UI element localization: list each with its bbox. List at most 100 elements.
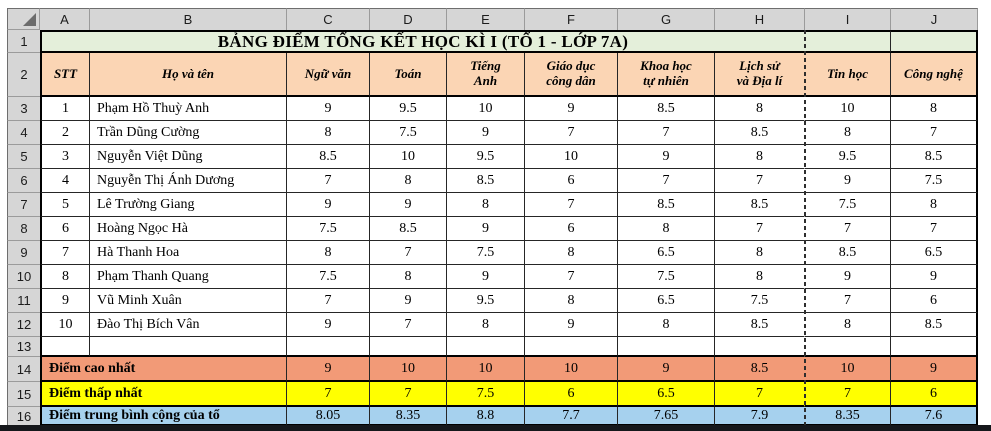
cell-D14[interactable]: 10: [370, 357, 447, 382]
cell-H10[interactable]: 8: [715, 265, 805, 289]
cell-C11[interactable]: 7: [287, 289, 370, 313]
cell-J1[interactable]: [891, 30, 978, 53]
cell-F8[interactable]: 6: [525, 217, 618, 241]
cell-E4[interactable]: 9: [447, 121, 525, 145]
column-header-F[interactable]: F: [525, 8, 618, 30]
row-header-4[interactable]: 4: [7, 121, 40, 145]
row-header-11[interactable]: 11: [7, 289, 40, 313]
cell-C5[interactable]: 8.5: [287, 145, 370, 169]
cell-J14[interactable]: 9: [891, 357, 978, 382]
cell-E5[interactable]: 9.5: [447, 145, 525, 169]
cell-I8[interactable]: 7: [805, 217, 891, 241]
cell-E13[interactable]: [447, 337, 525, 357]
cell-F5[interactable]: 10: [525, 145, 618, 169]
cell-A4[interactable]: 2: [40, 121, 90, 145]
cell-E11[interactable]: 9.5: [447, 289, 525, 313]
cell-C4[interactable]: 8: [287, 121, 370, 145]
cell-H15[interactable]: 7: [715, 382, 805, 407]
subject-header-G[interactable]: Khoa học tự nhiên: [618, 53, 715, 97]
summary-label-15[interactable]: Điểm thấp nhất: [40, 382, 287, 407]
select-all-corner[interactable]: [7, 8, 40, 30]
cell-A10[interactable]: 8: [40, 265, 90, 289]
cell-H13[interactable]: [715, 337, 805, 357]
cell-I3[interactable]: 10: [805, 97, 891, 121]
cell-E15[interactable]: 7.5: [447, 382, 525, 407]
cell-G7[interactable]: 8.5: [618, 193, 715, 217]
cell-H12[interactable]: 8.5: [715, 313, 805, 337]
cell-J6[interactable]: 7.5: [891, 169, 978, 193]
cell-B12[interactable]: Đào Thị Bích Vân: [90, 313, 287, 337]
cell-D8[interactable]: 8.5: [370, 217, 447, 241]
cell-I6[interactable]: 9: [805, 169, 891, 193]
cell-H7[interactable]: 8.5: [715, 193, 805, 217]
cell-F14[interactable]: 10: [525, 357, 618, 382]
row-header-3[interactable]: 3: [7, 97, 40, 121]
sheet-title-cell[interactable]: BẢNG ĐIỂM TỔNG KẾT HỌC KÌ I (TỔ 1 - LỚP …: [40, 30, 805, 53]
cell-D10[interactable]: 8: [370, 265, 447, 289]
cell-G3[interactable]: 8.5: [618, 97, 715, 121]
summary-label-14[interactable]: Điểm cao nhất: [40, 357, 287, 382]
subject-header-C[interactable]: Ngữ văn: [287, 53, 370, 97]
cell-D12[interactable]: 7: [370, 313, 447, 337]
cell-C16[interactable]: 8.05: [287, 407, 370, 426]
column-header-G[interactable]: G: [618, 8, 715, 30]
cell-F15[interactable]: 6: [525, 382, 618, 407]
row-header-10[interactable]: 10: [7, 265, 40, 289]
column-header-H[interactable]: H: [715, 8, 805, 30]
cell-A11[interactable]: 9: [40, 289, 90, 313]
column-header-I[interactable]: I: [805, 8, 891, 30]
cell-H4[interactable]: 8.5: [715, 121, 805, 145]
cell-B3[interactable]: Phạm Hồ Thuỳ Anh: [90, 97, 287, 121]
cell-D4[interactable]: 7.5: [370, 121, 447, 145]
cell-E14[interactable]: 10: [447, 357, 525, 382]
cell-C15[interactable]: 7: [287, 382, 370, 407]
cell-C14[interactable]: 9: [287, 357, 370, 382]
cell-J10[interactable]: 9: [891, 265, 978, 289]
cell-I13[interactable]: [805, 337, 891, 357]
cell-D6[interactable]: 8: [370, 169, 447, 193]
cell-J3[interactable]: 8: [891, 97, 978, 121]
cell-G10[interactable]: 7.5: [618, 265, 715, 289]
cell-J12[interactable]: 8.5: [891, 313, 978, 337]
cell-A9[interactable]: 7: [40, 241, 90, 265]
cell-E3[interactable]: 10: [447, 97, 525, 121]
cell-B5[interactable]: Nguyễn Việt Dũng: [90, 145, 287, 169]
cell-F3[interactable]: 9: [525, 97, 618, 121]
cell-D3[interactable]: 9.5: [370, 97, 447, 121]
cell-C9[interactable]: 8: [287, 241, 370, 265]
cell-H8[interactable]: 7: [715, 217, 805, 241]
cell-B7[interactable]: Lê Trường Giang: [90, 193, 287, 217]
cell-E12[interactable]: 8: [447, 313, 525, 337]
cell-A13[interactable]: [40, 337, 90, 357]
cell-E7[interactable]: 8: [447, 193, 525, 217]
cell-I4[interactable]: 8: [805, 121, 891, 145]
cell-J15[interactable]: 6: [891, 382, 978, 407]
row-header-16[interactable]: 16: [7, 407, 40, 426]
cell-E16[interactable]: 8.8: [447, 407, 525, 426]
row-header-5[interactable]: 5: [7, 145, 40, 169]
cell-F16[interactable]: 7.7: [525, 407, 618, 426]
cell-B9[interactable]: Hà Thanh Hoa: [90, 241, 287, 265]
cell-A3[interactable]: 1: [40, 97, 90, 121]
cell-F13[interactable]: [525, 337, 618, 357]
cell-G5[interactable]: 9: [618, 145, 715, 169]
cell-G9[interactable]: 6.5: [618, 241, 715, 265]
column-header-A[interactable]: A: [40, 8, 90, 30]
cell-B6[interactable]: Nguyễn Thị Ánh Dương: [90, 169, 287, 193]
cell-I11[interactable]: 7: [805, 289, 891, 313]
cell-J4[interactable]: 7: [891, 121, 978, 145]
cell-H9[interactable]: 8: [715, 241, 805, 265]
subject-header-I[interactable]: Tin học: [805, 53, 891, 97]
cell-F7[interactable]: 7: [525, 193, 618, 217]
cell-J11[interactable]: 6: [891, 289, 978, 313]
cell-I14[interactable]: 10: [805, 357, 891, 382]
cell-I9[interactable]: 8.5: [805, 241, 891, 265]
cell-H16[interactable]: 7.9: [715, 407, 805, 426]
cell-G4[interactable]: 7: [618, 121, 715, 145]
cell-B8[interactable]: Hoàng Ngọc Hà: [90, 217, 287, 241]
subject-header-E[interactable]: Tiếng Anh: [447, 53, 525, 97]
cell-I15[interactable]: 7: [805, 382, 891, 407]
cell-J7[interactable]: 8: [891, 193, 978, 217]
cell-J16[interactable]: 7.6: [891, 407, 978, 426]
cell-I16[interactable]: 8.35: [805, 407, 891, 426]
